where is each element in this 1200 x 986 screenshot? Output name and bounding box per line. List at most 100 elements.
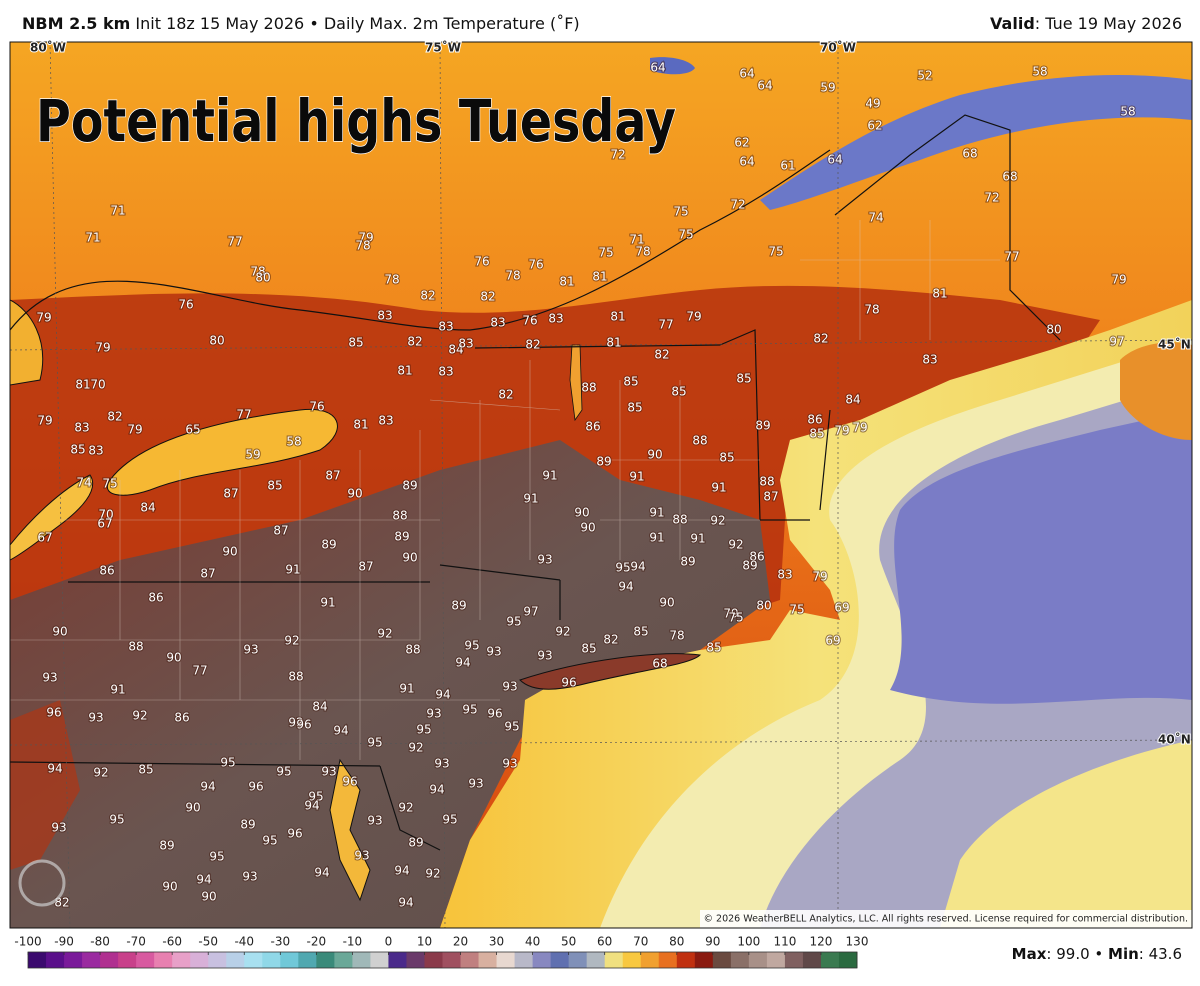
colorbar-segment: [820, 952, 840, 968]
temperature-label: 94: [618, 580, 633, 594]
colorbar-tick-label: -80: [90, 935, 110, 949]
temperature-label: 64: [827, 153, 842, 167]
temperature-label: 91: [399, 682, 414, 696]
county-lines: [10, 220, 1000, 760]
temperature-label: 90: [574, 506, 589, 520]
temperature-label: 93: [354, 849, 369, 863]
colorbar-segment: [388, 952, 407, 968]
temperature-label: 88: [692, 434, 707, 448]
colorbar-segment: [442, 952, 462, 968]
chesapeake-bay: [329, 758, 371, 902]
colorbar-tick-label: 20: [453, 935, 468, 949]
temperature-label: 79: [723, 607, 738, 621]
colorbar-tick-label: -40: [234, 935, 254, 949]
colorbar-segment: [532, 952, 552, 968]
temperature-label: 90: [402, 551, 417, 565]
temperature-label: 96: [296, 718, 311, 732]
temperature-label: 93: [537, 553, 552, 567]
temperature-label: 93: [243, 643, 258, 657]
temperature-label: 79: [686, 310, 701, 324]
colorbar-tick-label: -90: [54, 935, 74, 949]
temperature-label: 83: [74, 421, 89, 435]
min-label: Min: [1108, 945, 1139, 963]
temperature-label: 87: [200, 567, 215, 581]
colorbar-segment: [406, 952, 425, 968]
lon-label: 75˚W: [425, 40, 461, 55]
temperature-label: 68: [962, 147, 977, 161]
colorbar-tick-label: 120: [810, 935, 833, 949]
colorbar-segment: [676, 952, 696, 968]
temperature-label: 76: [528, 258, 543, 272]
temperature-label: 68: [1002, 170, 1017, 184]
temperature-label: 83: [378, 414, 393, 428]
temperature-label: 82: [407, 335, 422, 349]
temperature-label: 77: [192, 664, 207, 678]
colorbar-frame: [27, 951, 858, 969]
colorbar-segment: [136, 952, 155, 968]
colorbar-segment: [658, 952, 678, 968]
temperature-label: 93: [486, 645, 501, 659]
temperature-label: 91: [629, 470, 644, 484]
temperature-label: 79: [36, 311, 51, 325]
temperature-label: 97: [1109, 335, 1124, 349]
ocean-coldest: [890, 410, 1192, 704]
temperature-label: 91: [523, 492, 538, 506]
temperature-label: 59: [820, 81, 835, 95]
temperature-label: 90: [166, 651, 181, 665]
temperature-label: 91: [110, 683, 125, 697]
temperature-label: 95: [367, 736, 382, 750]
temperature-label: 94: [47, 762, 62, 776]
st-lawrence: [760, 75, 1192, 210]
colorbar-segment: [208, 952, 227, 968]
colorbar-tick-label: 80: [669, 935, 684, 949]
temperature-label: 72: [984, 191, 999, 205]
temperature-label: 79: [852, 421, 867, 435]
colorbar-segment: [838, 952, 858, 968]
temperature-label: 93: [321, 765, 336, 779]
temperature-label: 93: [502, 757, 517, 771]
temperature-label: 93: [468, 777, 483, 791]
temperature-label: 82: [813, 332, 828, 346]
temperature-label: 79: [95, 341, 110, 355]
temperature-label: 59: [245, 448, 260, 462]
temperature-label: 81: [610, 310, 625, 324]
temperature-label: 78: [669, 629, 684, 643]
colorbar-segment: [514, 952, 534, 968]
colorbar-segment: [298, 952, 317, 968]
temperature-label: 72: [730, 198, 745, 212]
colorbar-tick-label: 10: [417, 935, 432, 949]
colorbar-tick-label: 30: [489, 935, 504, 949]
temperature-label: 85: [809, 427, 824, 441]
temperature-label: 91: [285, 563, 300, 577]
temperature-label: 81: [592, 270, 607, 284]
temperature-label: 83: [922, 353, 937, 367]
temperature-label: 96: [248, 780, 263, 794]
temperature-label: 94: [429, 783, 444, 797]
temperature-label: 89: [596, 455, 611, 469]
temperature-label: 94: [196, 873, 211, 887]
temperature-label: 89: [742, 559, 757, 573]
colorbar-tick-label: 50: [561, 935, 576, 949]
temperature-label: 67: [37, 531, 52, 545]
colorbar-segment: [262, 952, 281, 968]
temperature-label: 86: [174, 711, 189, 725]
overlay-title: Potential highs Tuesday: [36, 87, 676, 155]
colorbar-segment: [100, 952, 119, 968]
temperature-label: 92: [398, 801, 413, 815]
colorbar-segment: [64, 952, 83, 968]
temperature-label: 58: [1032, 65, 1047, 79]
colorbar-segment: [712, 952, 732, 968]
temperature-label: 62: [867, 119, 882, 133]
temperature-label: 87: [763, 490, 778, 504]
temperature-label: 86: [807, 413, 822, 427]
temperature-label: 83: [438, 320, 453, 334]
valid-line: Valid: Tue 19 May 2026: [990, 14, 1182, 33]
temperature-label: 89: [755, 419, 770, 433]
colorbar-tick-label: 60: [597, 935, 612, 949]
temperature-label: 88: [128, 640, 143, 654]
colorbar-tick-label: 40: [525, 935, 540, 949]
temperature-label: 65: [185, 423, 200, 437]
temperature-label: 84: [448, 343, 463, 357]
colorbar-segment: [154, 952, 173, 968]
temperature-label: 86: [585, 420, 600, 434]
